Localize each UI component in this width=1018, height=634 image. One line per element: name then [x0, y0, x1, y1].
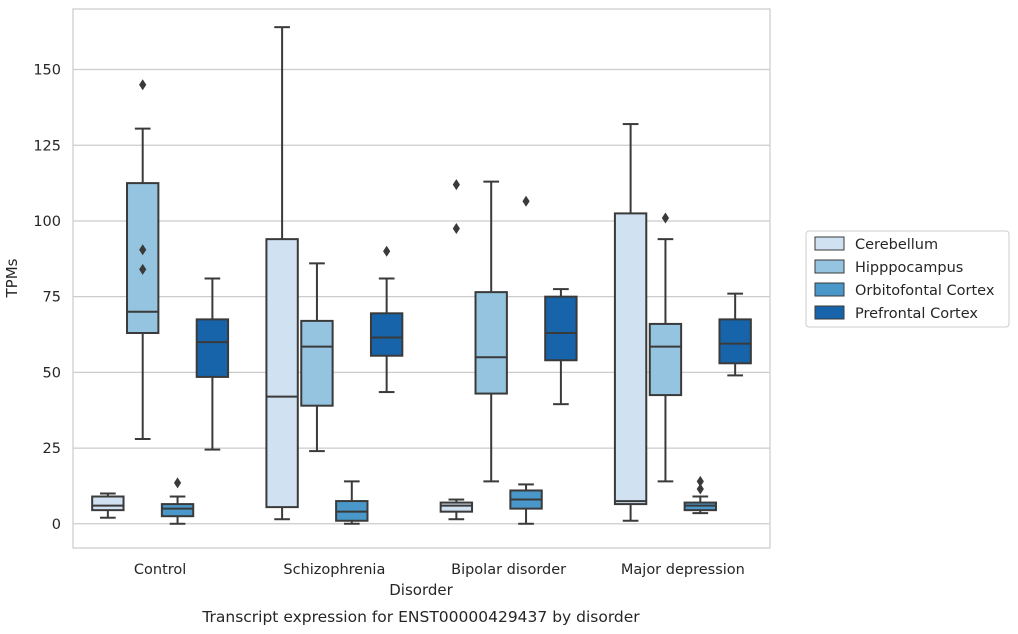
outlier-marker [696, 475, 704, 487]
y-axis-label: TPMs [3, 258, 21, 298]
box [648, 322, 683, 397]
legend-swatch [814, 282, 845, 297]
box [91, 495, 125, 512]
box [265, 238, 299, 509]
outlier-marker [452, 179, 460, 191]
x-axis-label: Disorder [389, 581, 453, 599]
y-axis-ticks: 0 25 50 75 100 125 150 [33, 63, 61, 533]
y-tick-label: 25 [43, 441, 61, 457]
outlier-marker [452, 223, 460, 235]
x-tick-label: Bipolar disorder [451, 562, 566, 578]
legend-swatch [814, 305, 845, 320]
legend-label: Prefrontal Cortex [855, 306, 978, 322]
gridlines [73, 68, 770, 525]
y-tick-label: 125 [33, 138, 61, 154]
x-tick-label: Schizophrenia [283, 562, 385, 578]
box [160, 503, 195, 518]
legend-swatch [814, 259, 845, 274]
plot-area-frame [72, 8, 771, 549]
outlier-marker [696, 483, 704, 495]
outlier-marker [139, 79, 147, 91]
box [613, 212, 648, 506]
x-tick-label: Major depression [621, 562, 745, 578]
y-tick-label: 100 [33, 214, 61, 230]
chart-title: Transcript expression for ENST0000042943… [201, 608, 640, 626]
outlier-marker [173, 477, 182, 489]
box [369, 312, 404, 357]
outlier-marker [139, 244, 147, 256]
legend-swatch [814, 236, 845, 251]
y-tick-label: 150 [33, 63, 61, 79]
box [718, 318, 752, 365]
outlier-marker [522, 195, 530, 207]
box [195, 318, 230, 378]
box [474, 291, 508, 395]
y-tick-label: 75 [43, 290, 61, 306]
x-tick-label: Control [134, 562, 186, 578]
y-tick-label: 0 [52, 517, 61, 533]
box [300, 319, 334, 407]
legend-label: Hipppocampus [855, 260, 963, 276]
box [544, 295, 578, 362]
legend-frame [805, 230, 1010, 328]
y-tick-label: 50 [43, 365, 61, 381]
outlier-marker [661, 212, 670, 224]
box-elements [91, 26, 752, 525]
outlier-marker [383, 245, 391, 257]
outlier-marker [139, 263, 147, 275]
box [126, 182, 160, 335]
box [439, 501, 474, 513]
x-axis-ticks: Control Schizophrenia Bipolar disorder Majo… [134, 562, 745, 578]
legend-label: Orbitofontal Cortex [855, 283, 995, 299]
legend: Cerebellum Hipppocampus Orbitofontal Corte… [805, 230, 1010, 328]
legend-label: Cerebellum [855, 237, 938, 253]
